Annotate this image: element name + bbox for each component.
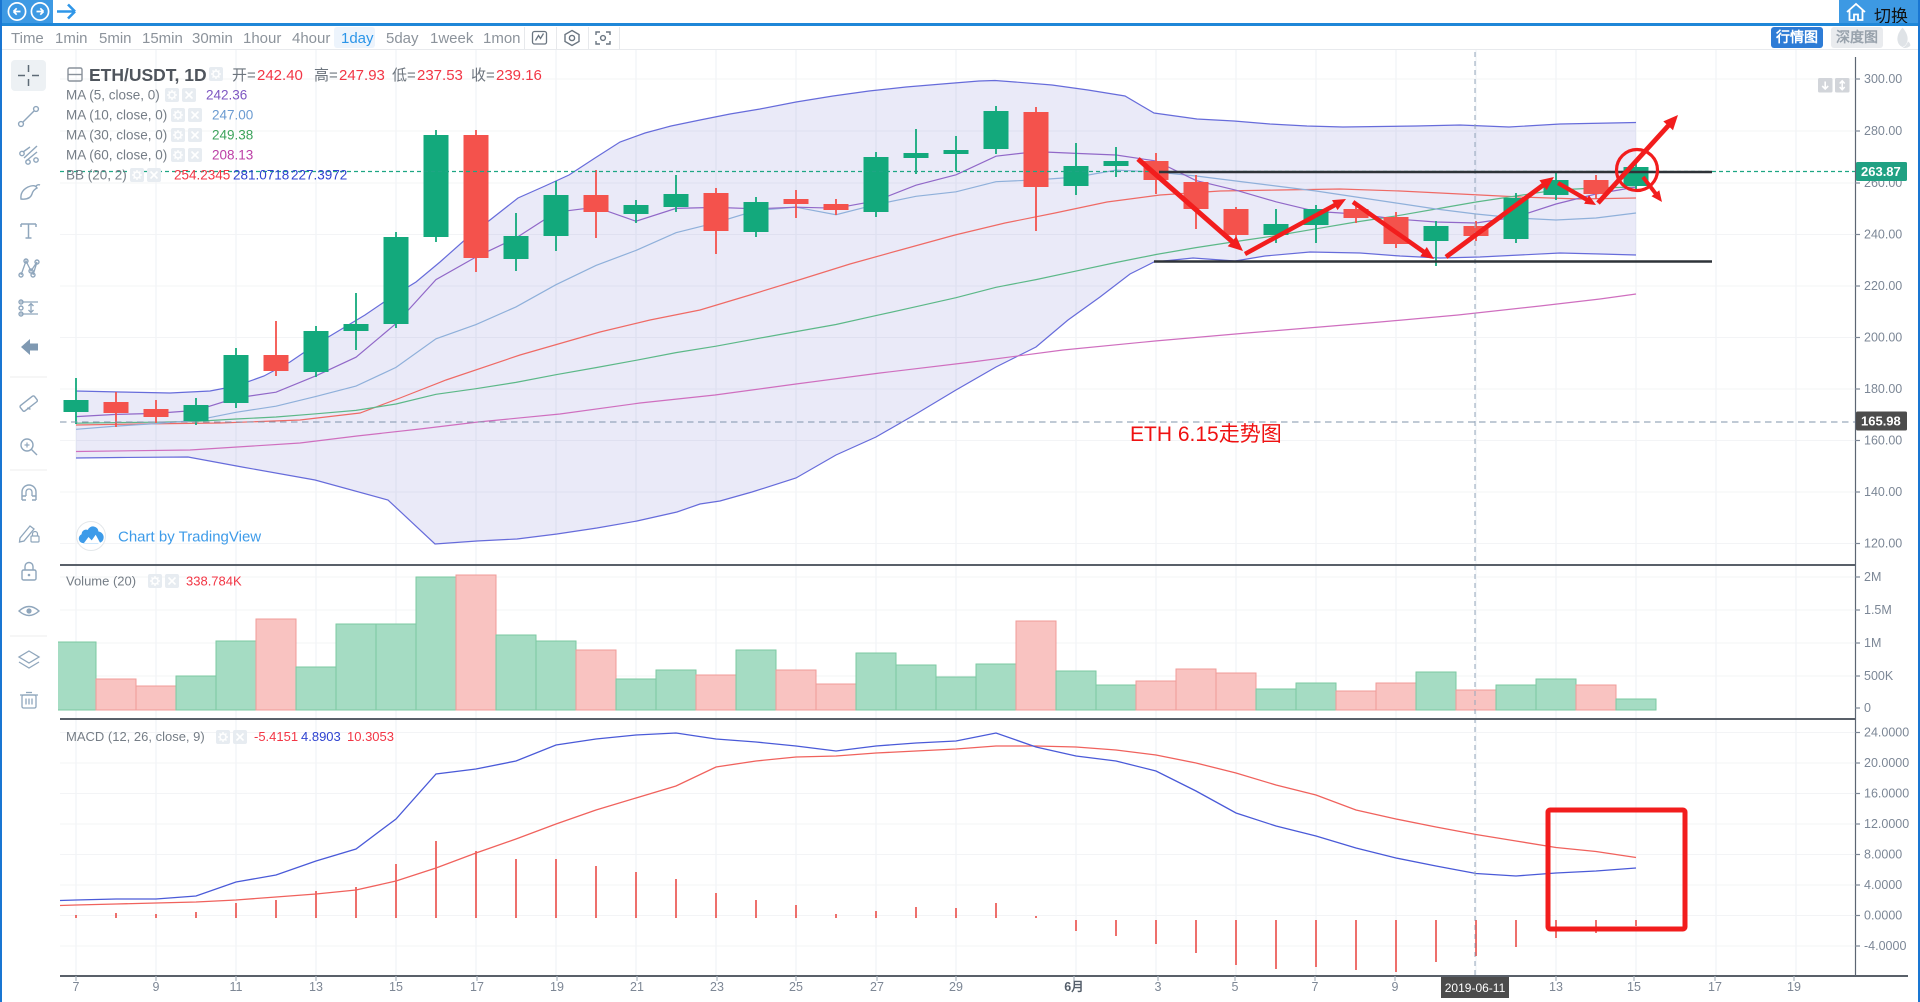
svg-text:140.00: 140.00 <box>1864 485 1902 499</box>
svg-text:6月: 6月 <box>1064 980 1083 994</box>
svg-text:Volume (20): Volume (20) <box>66 574 136 589</box>
svg-text:17: 17 <box>1708 980 1722 994</box>
svg-text:247.00: 247.00 <box>212 108 253 123</box>
svg-text:2M: 2M <box>1864 570 1881 584</box>
svg-text:4.8903: 4.8903 <box>301 729 341 744</box>
svg-text:12.0000: 12.0000 <box>1864 817 1909 831</box>
svg-text:160.00: 160.00 <box>1864 434 1902 448</box>
svg-text:25: 25 <box>789 980 803 994</box>
svg-text:收=: 收= <box>471 67 495 84</box>
svg-text:247.93: 247.93 <box>339 67 385 84</box>
svg-text:237.53: 237.53 <box>417 67 463 84</box>
svg-text:23: 23 <box>710 980 724 994</box>
svg-text:高=: 高= <box>314 67 338 84</box>
svg-text:19: 19 <box>1787 980 1801 994</box>
svg-text:13: 13 <box>309 980 323 994</box>
svg-text:249.38: 249.38 <box>212 128 253 143</box>
svg-text:242.36: 242.36 <box>206 88 247 103</box>
svg-text:MA (5, close, 0): MA (5, close, 0) <box>66 88 160 103</box>
svg-text:120.00: 120.00 <box>1864 537 1902 551</box>
svg-text:254.2345: 254.2345 <box>174 168 230 183</box>
svg-text:281.0718: 281.0718 <box>233 168 289 183</box>
svg-text:13: 13 <box>1549 980 1563 994</box>
svg-text:24.0000: 24.0000 <box>1864 726 1909 740</box>
svg-text:220.00: 220.00 <box>1864 279 1902 293</box>
svg-text:239.16: 239.16 <box>496 67 542 84</box>
svg-text:227.3972: 227.3972 <box>291 168 347 183</box>
svg-text:208.13: 208.13 <box>212 148 253 163</box>
svg-text:BB (20, 2): BB (20, 2) <box>66 168 127 183</box>
svg-text:19: 19 <box>550 980 564 994</box>
svg-text:MA (30, close, 0): MA (30, close, 0) <box>66 128 167 143</box>
svg-text:20.0000: 20.0000 <box>1864 756 1909 770</box>
svg-text:17: 17 <box>470 980 484 994</box>
svg-text:0: 0 <box>1864 701 1871 715</box>
svg-text:27: 27 <box>870 980 884 994</box>
svg-text:7: 7 <box>73 980 80 994</box>
svg-text:Chart by TradingView: Chart by TradingView <box>118 529 261 546</box>
svg-text:10.3053: 10.3053 <box>347 729 394 744</box>
svg-text:4.0000: 4.0000 <box>1864 878 1902 892</box>
svg-text:8.0000: 8.0000 <box>1864 848 1902 862</box>
svg-text:-4.0000: -4.0000 <box>1864 939 1906 953</box>
svg-text:ETH/USDT, 1D: ETH/USDT, 1D <box>89 65 207 85</box>
svg-text:MA (60, close, 0): MA (60, close, 0) <box>66 148 167 163</box>
svg-text:1M: 1M <box>1864 636 1881 650</box>
svg-text:180.00: 180.00 <box>1864 382 1902 396</box>
svg-text:240.00: 240.00 <box>1864 228 1902 242</box>
svg-text:15: 15 <box>389 980 403 994</box>
svg-text:280.00: 280.00 <box>1864 124 1902 138</box>
svg-text:500K: 500K <box>1864 669 1894 683</box>
svg-text:1.5M: 1.5M <box>1864 603 1892 617</box>
svg-text:-5.4151: -5.4151 <box>254 729 298 744</box>
svg-text:低=: 低= <box>392 67 416 84</box>
svg-text:21: 21 <box>630 980 644 994</box>
svg-text:338.784K: 338.784K <box>186 574 242 589</box>
svg-text:9: 9 <box>1392 980 1399 994</box>
svg-text:开=: 开= <box>232 67 256 84</box>
svg-text:3: 3 <box>1155 980 1162 994</box>
svg-text:9: 9 <box>153 980 160 994</box>
svg-text:16.0000: 16.0000 <box>1864 787 1909 801</box>
svg-text:15: 15 <box>1627 980 1641 994</box>
svg-text:MACD (12, 26, close, 9): MACD (12, 26, close, 9) <box>66 729 205 744</box>
svg-text:5: 5 <box>1232 980 1239 994</box>
svg-text:ETH 6.15走势图: ETH 6.15走势图 <box>1130 423 1282 446</box>
svg-text:11: 11 <box>230 980 243 994</box>
svg-text:29: 29 <box>949 980 963 994</box>
svg-text:2019-06-11: 2019-06-11 <box>1445 981 1506 995</box>
svg-text:165.98: 165.98 <box>1861 414 1901 429</box>
svg-text:7: 7 <box>1312 980 1319 994</box>
svg-text:300.00: 300.00 <box>1864 72 1902 86</box>
svg-text:0.0000: 0.0000 <box>1864 909 1902 923</box>
svg-text:263.87: 263.87 <box>1861 164 1901 179</box>
svg-text:200.00: 200.00 <box>1864 331 1902 345</box>
svg-text:242.40: 242.40 <box>257 67 303 84</box>
svg-text:MA (10, close, 0): MA (10, close, 0) <box>66 108 167 123</box>
